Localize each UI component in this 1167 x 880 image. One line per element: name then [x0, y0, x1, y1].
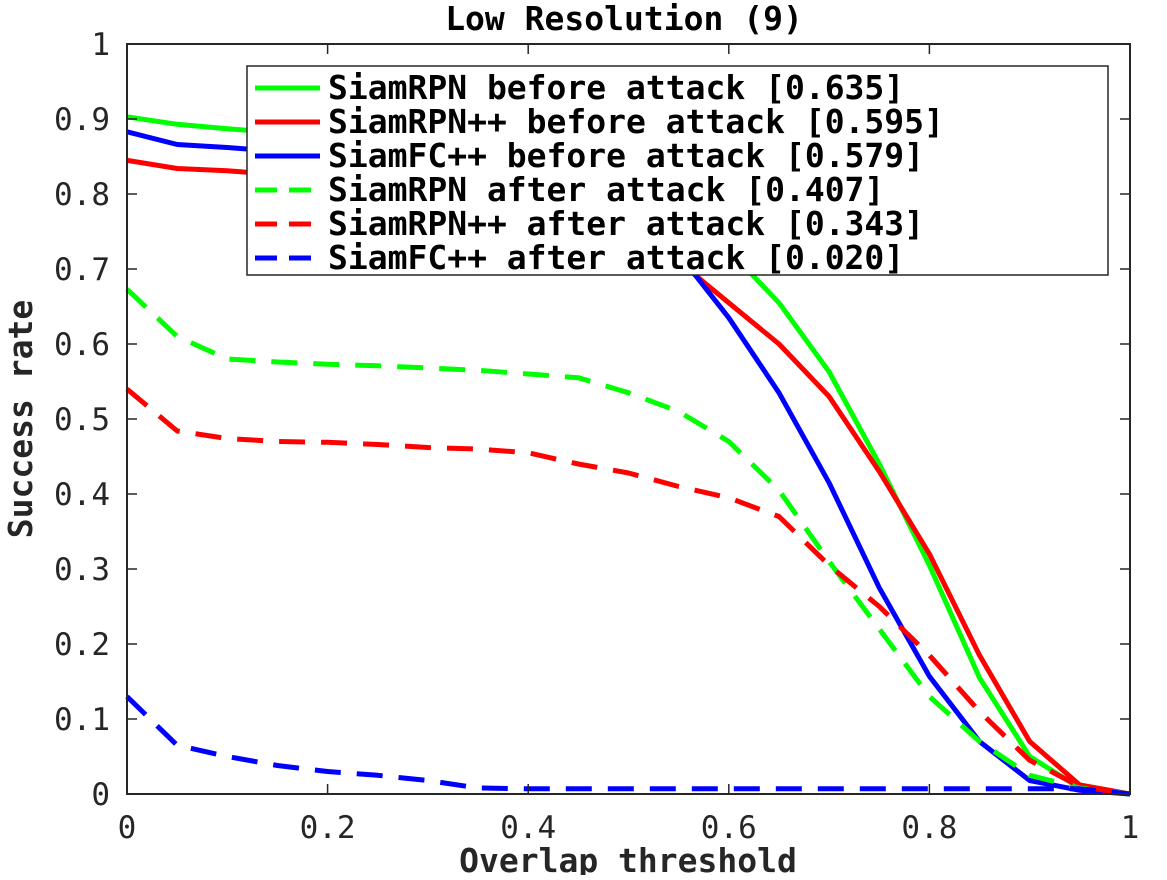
- y-tick-label: 1: [91, 27, 110, 63]
- legend-label-1: SiamRPN before attack [0.635]: [328, 68, 904, 107]
- legend-box: [246, 65, 1109, 276]
- y-tick-label: 0.8: [54, 177, 110, 213]
- x-tick-label: 0.2: [300, 810, 356, 846]
- y-tick-label: 0.7: [54, 252, 110, 288]
- legend-label-5: SiamRPN++ after attack [0.343]: [328, 204, 924, 243]
- legend-label-4: SiamRPN after attack [0.407]: [328, 170, 884, 209]
- y-tick-label: 0.4: [54, 477, 110, 513]
- y-tick-label: 0.1: [54, 702, 110, 738]
- series-line-6: [125, 694, 1131, 797]
- x-tick-label: 0.4: [500, 810, 556, 846]
- y-tick-label: 0.6: [54, 327, 110, 363]
- y-tick-label: 0: [91, 777, 110, 813]
- y-tick-label: 0.3: [54, 552, 110, 588]
- x-axis-label: Overlap threshold: [459, 841, 797, 875]
- y-tick-label: 0.9: [54, 102, 110, 138]
- x-tick-label: 0.8: [901, 810, 957, 846]
- y-tick-label: 0.5: [54, 402, 110, 438]
- legend: SiamRPN before attack [0.635]SiamRPN++ b…: [246, 65, 1109, 277]
- legend-label-3: SiamFC++ before attack [0.579]: [328, 136, 924, 175]
- chart-title: Low Resolution (9): [445, 0, 803, 38]
- y-axis-label: Success rate: [1, 300, 40, 538]
- x-tick-label: 0.6: [701, 810, 757, 846]
- series-line-4: [125, 287, 1131, 797]
- y-tick-label: 0.2: [54, 627, 110, 663]
- axis-ticks-group: 0 0.2 0.4 0.6 0.8 1 0 0.1 0.2 0.3 0.4 0.5 0.6 0.7 0.8 0…: [54, 27, 1139, 846]
- x-tick-label: 1: [1121, 810, 1140, 846]
- x-tick-label: 0: [118, 810, 137, 846]
- series-line-5: [125, 387, 1131, 797]
- legend-label-6: SiamFC++ after attack [0.020]: [328, 238, 904, 277]
- legend-label-2: SiamRPN++ before attack [0.595]: [328, 102, 944, 141]
